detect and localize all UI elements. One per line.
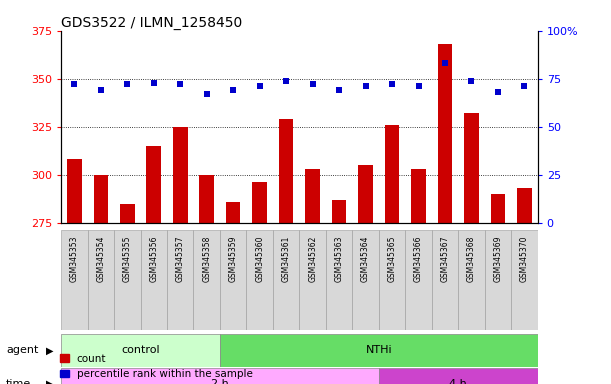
Bar [279, 119, 293, 223]
Bar [306, 169, 320, 223]
Bar [511, 230, 538, 330]
Point [467, 78, 477, 84]
Bar [61, 230, 87, 330]
Bar [252, 182, 267, 223]
Text: ▶: ▶ [46, 379, 53, 384]
Point [96, 87, 106, 93]
Text: GSM345360: GSM345360 [255, 235, 264, 282]
Text: NTHi: NTHi [365, 345, 392, 356]
Bar [437, 44, 452, 223]
Legend: count, percentile rank within the sample: count, percentile rank within the sample [60, 354, 253, 379]
Bar [61, 334, 220, 367]
Bar [114, 230, 141, 330]
Text: GSM345368: GSM345368 [467, 235, 476, 282]
Bar [173, 127, 188, 223]
Bar [458, 230, 485, 330]
Text: GSM345361: GSM345361 [282, 235, 291, 282]
Bar [226, 202, 241, 223]
Bar [194, 230, 220, 330]
Bar [353, 230, 379, 330]
Text: 2 h: 2 h [211, 379, 229, 384]
Point [281, 78, 291, 84]
Bar [326, 230, 353, 330]
Text: GDS3522 / ILMN_1258450: GDS3522 / ILMN_1258450 [61, 16, 243, 30]
Bar [358, 165, 373, 223]
Bar [87, 230, 114, 330]
Bar [517, 188, 532, 223]
Bar [220, 230, 246, 330]
Point [122, 81, 132, 88]
Point [175, 81, 185, 88]
Text: agent: agent [6, 345, 38, 356]
Text: GSM345369: GSM345369 [494, 235, 502, 282]
Point [70, 81, 79, 88]
Text: 4 h: 4 h [449, 379, 467, 384]
Point [493, 89, 503, 95]
Text: GSM345364: GSM345364 [361, 235, 370, 282]
Point [519, 83, 529, 89]
Text: GSM345356: GSM345356 [149, 235, 158, 282]
Text: GSM345367: GSM345367 [441, 235, 450, 282]
Bar [379, 368, 538, 384]
Text: ▶: ▶ [46, 345, 53, 356]
Point [440, 60, 450, 66]
Text: GSM345365: GSM345365 [387, 235, 397, 282]
Point [414, 83, 423, 89]
Text: GSM345366: GSM345366 [414, 235, 423, 282]
Bar [485, 230, 511, 330]
Point [360, 83, 370, 89]
Text: time: time [6, 379, 31, 384]
Point [229, 87, 238, 93]
Text: GSM345362: GSM345362 [308, 235, 317, 282]
Bar [411, 169, 426, 223]
Bar [246, 230, 273, 330]
Point [308, 81, 318, 88]
Bar [299, 230, 326, 330]
Bar [332, 200, 346, 223]
Point [202, 91, 211, 97]
Bar [491, 194, 505, 223]
Point [149, 79, 159, 86]
Text: control: control [121, 345, 160, 356]
Text: GSM345355: GSM345355 [123, 235, 132, 282]
Point [255, 83, 265, 89]
Bar [405, 230, 432, 330]
Bar [220, 334, 538, 367]
Text: GSM345359: GSM345359 [229, 235, 238, 282]
Bar [379, 230, 405, 330]
Point [387, 81, 397, 88]
Bar [141, 230, 167, 330]
Text: GSM345370: GSM345370 [520, 235, 529, 282]
Bar [273, 230, 299, 330]
Bar [167, 230, 194, 330]
Bar [147, 146, 161, 223]
Bar [199, 175, 214, 223]
Text: GSM345354: GSM345354 [97, 235, 105, 282]
Text: GSM345353: GSM345353 [70, 235, 79, 282]
Text: GSM345363: GSM345363 [335, 235, 343, 282]
Bar [464, 113, 479, 223]
Bar [120, 204, 134, 223]
Text: GSM345358: GSM345358 [202, 235, 211, 282]
Bar [61, 368, 379, 384]
Text: GSM345357: GSM345357 [176, 235, 185, 282]
Point [334, 87, 344, 93]
Bar [93, 175, 108, 223]
Bar [432, 230, 458, 330]
Bar [67, 159, 82, 223]
Bar [385, 125, 400, 223]
